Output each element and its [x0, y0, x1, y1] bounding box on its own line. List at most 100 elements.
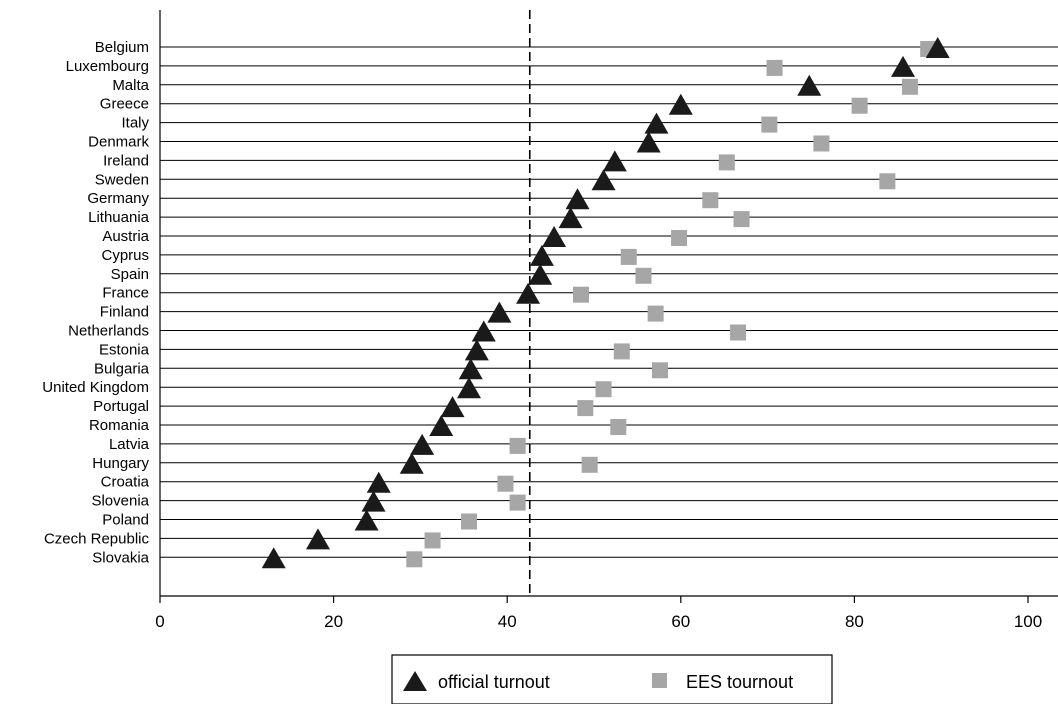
official-turnout-triangle — [644, 112, 669, 134]
official-turnout-triangle — [528, 263, 553, 285]
x-tick-label: 100 — [1014, 612, 1042, 631]
official-turnout-triangle — [487, 301, 512, 323]
ees-turnout-square — [761, 116, 778, 133]
official-turnout-triangle — [797, 74, 822, 96]
ees-turnout-square — [613, 343, 630, 360]
category-label: France — [102, 285, 149, 302]
category-label: Bulgaria — [94, 360, 150, 377]
category-label: Romania — [89, 417, 150, 434]
x-ticks: 0 20 40 60 80 100 — [155, 596, 1042, 631]
category-label: Slovakia — [92, 549, 149, 566]
official-turnout-triangle — [440, 396, 465, 418]
category-label: United Kingdom — [42, 379, 149, 396]
ees-turnout-square — [406, 551, 423, 568]
legend-box — [391, 654, 833, 704]
official-turnout-triangle — [399, 452, 424, 474]
category-label: Luxembourg — [66, 58, 149, 75]
category-label: Greece — [100, 96, 149, 113]
ees-turnout-square — [581, 456, 598, 473]
official-turnout-triangle — [516, 282, 541, 304]
category-label: Portugal — [93, 398, 149, 415]
ees-turnout-square — [851, 97, 868, 114]
data-marks — [261, 37, 950, 569]
legend-ees-label: EES tournout — [686, 672, 793, 692]
category-label: Estonia — [99, 341, 150, 358]
category-label: Croatia — [101, 474, 150, 491]
category-label: Italy — [121, 115, 149, 132]
x-tick-label: 20 — [324, 612, 343, 631]
x-tick-label: 80 — [845, 612, 864, 631]
category-labels: Belgium Luxembourg Malta Greece Italy Denmark… — [42, 39, 149, 566]
official-turnout-triangle — [591, 169, 616, 191]
official-turnout-triangle — [565, 188, 590, 210]
category-label: Latvia — [109, 436, 150, 453]
ees-turnout-square — [651, 362, 668, 379]
category-label: Ireland — [103, 152, 149, 169]
official-turnout-triangle — [457, 377, 482, 399]
ees-turnout-square — [424, 532, 441, 549]
official-turnout-triangle — [305, 528, 330, 550]
official-turnout-triangle — [668, 93, 693, 115]
ees-turnout-square — [766, 59, 783, 76]
ees-turnout-square — [671, 230, 688, 246]
official-turnout-triangle — [366, 471, 391, 493]
axes — [159, 10, 1058, 597]
x-tick-label: 40 — [498, 612, 517, 631]
official-turnout-triangle — [542, 226, 567, 247]
category-label: Denmark — [88, 134, 149, 151]
category-label: Cyprus — [101, 247, 149, 264]
category-label: Netherlands — [68, 323, 149, 340]
category-label: Belgium — [95, 39, 149, 56]
ees-turnout-square — [509, 437, 526, 454]
x-tick-label: 0 — [155, 612, 164, 631]
category-label: Spain — [111, 266, 149, 283]
ees-turnout-square — [610, 419, 627, 435]
ees-turnout-square — [901, 78, 918, 95]
ees-turnout-square — [879, 173, 896, 190]
category-label: Lithuania — [88, 209, 150, 226]
official-turnout-triangle — [891, 55, 916, 77]
legend-official-label: official turnout — [438, 672, 550, 692]
ees-turnout-square — [733, 211, 750, 228]
row-gridlines — [160, 46, 1058, 558]
ees-turnout-square — [595, 381, 612, 398]
official-turnout-triangle — [429, 415, 454, 436]
ees-turnout-square — [647, 305, 664, 322]
ees-turnout-square — [461, 513, 478, 530]
legend-triangle-icon — [403, 671, 427, 691]
ees-turnout-square — [702, 192, 719, 209]
category-label: Malta — [112, 77, 149, 94]
official-turnout-triangle — [464, 339, 489, 361]
official-turnout-triangle — [558, 207, 583, 229]
ees-turnout-square — [813, 135, 830, 152]
category-label: Austria — [102, 228, 149, 245]
category-label: Czech Republic — [44, 530, 150, 547]
official-turnout-triangle — [529, 244, 554, 266]
ees-turnout-square — [497, 475, 514, 492]
category-label: Hungary — [92, 455, 149, 472]
official-turnout-triangle — [261, 547, 286, 569]
category-label: Finland — [100, 304, 149, 321]
official-turnout-triangle — [602, 150, 627, 172]
category-label: Germany — [87, 190, 149, 207]
ees-turnout-square — [572, 286, 589, 303]
x-tick-label: 60 — [671, 612, 690, 631]
official-turnout-triangle — [410, 433, 435, 455]
legend-square-icon — [652, 673, 667, 688]
category-label: Slovenia — [91, 493, 149, 510]
legend: official turnout EES tournout — [391, 654, 833, 704]
official-turnout-triangle — [636, 131, 661, 153]
official-turnout-triangle — [925, 37, 950, 58]
category-label: Poland — [102, 512, 149, 529]
official-turnout-triangle — [471, 320, 496, 342]
official-turnout-triangle — [458, 358, 483, 380]
category-label: Sweden — [95, 171, 149, 188]
ees-turnout-square — [635, 267, 652, 284]
official-turnout-triangle — [354, 509, 379, 531]
ees-turnout-square — [509, 494, 526, 511]
official-turnout-triangle — [361, 490, 386, 512]
ees-turnout-square — [730, 324, 747, 341]
ees-turnout-square — [620, 248, 637, 265]
ees-turnout-square — [718, 154, 735, 171]
